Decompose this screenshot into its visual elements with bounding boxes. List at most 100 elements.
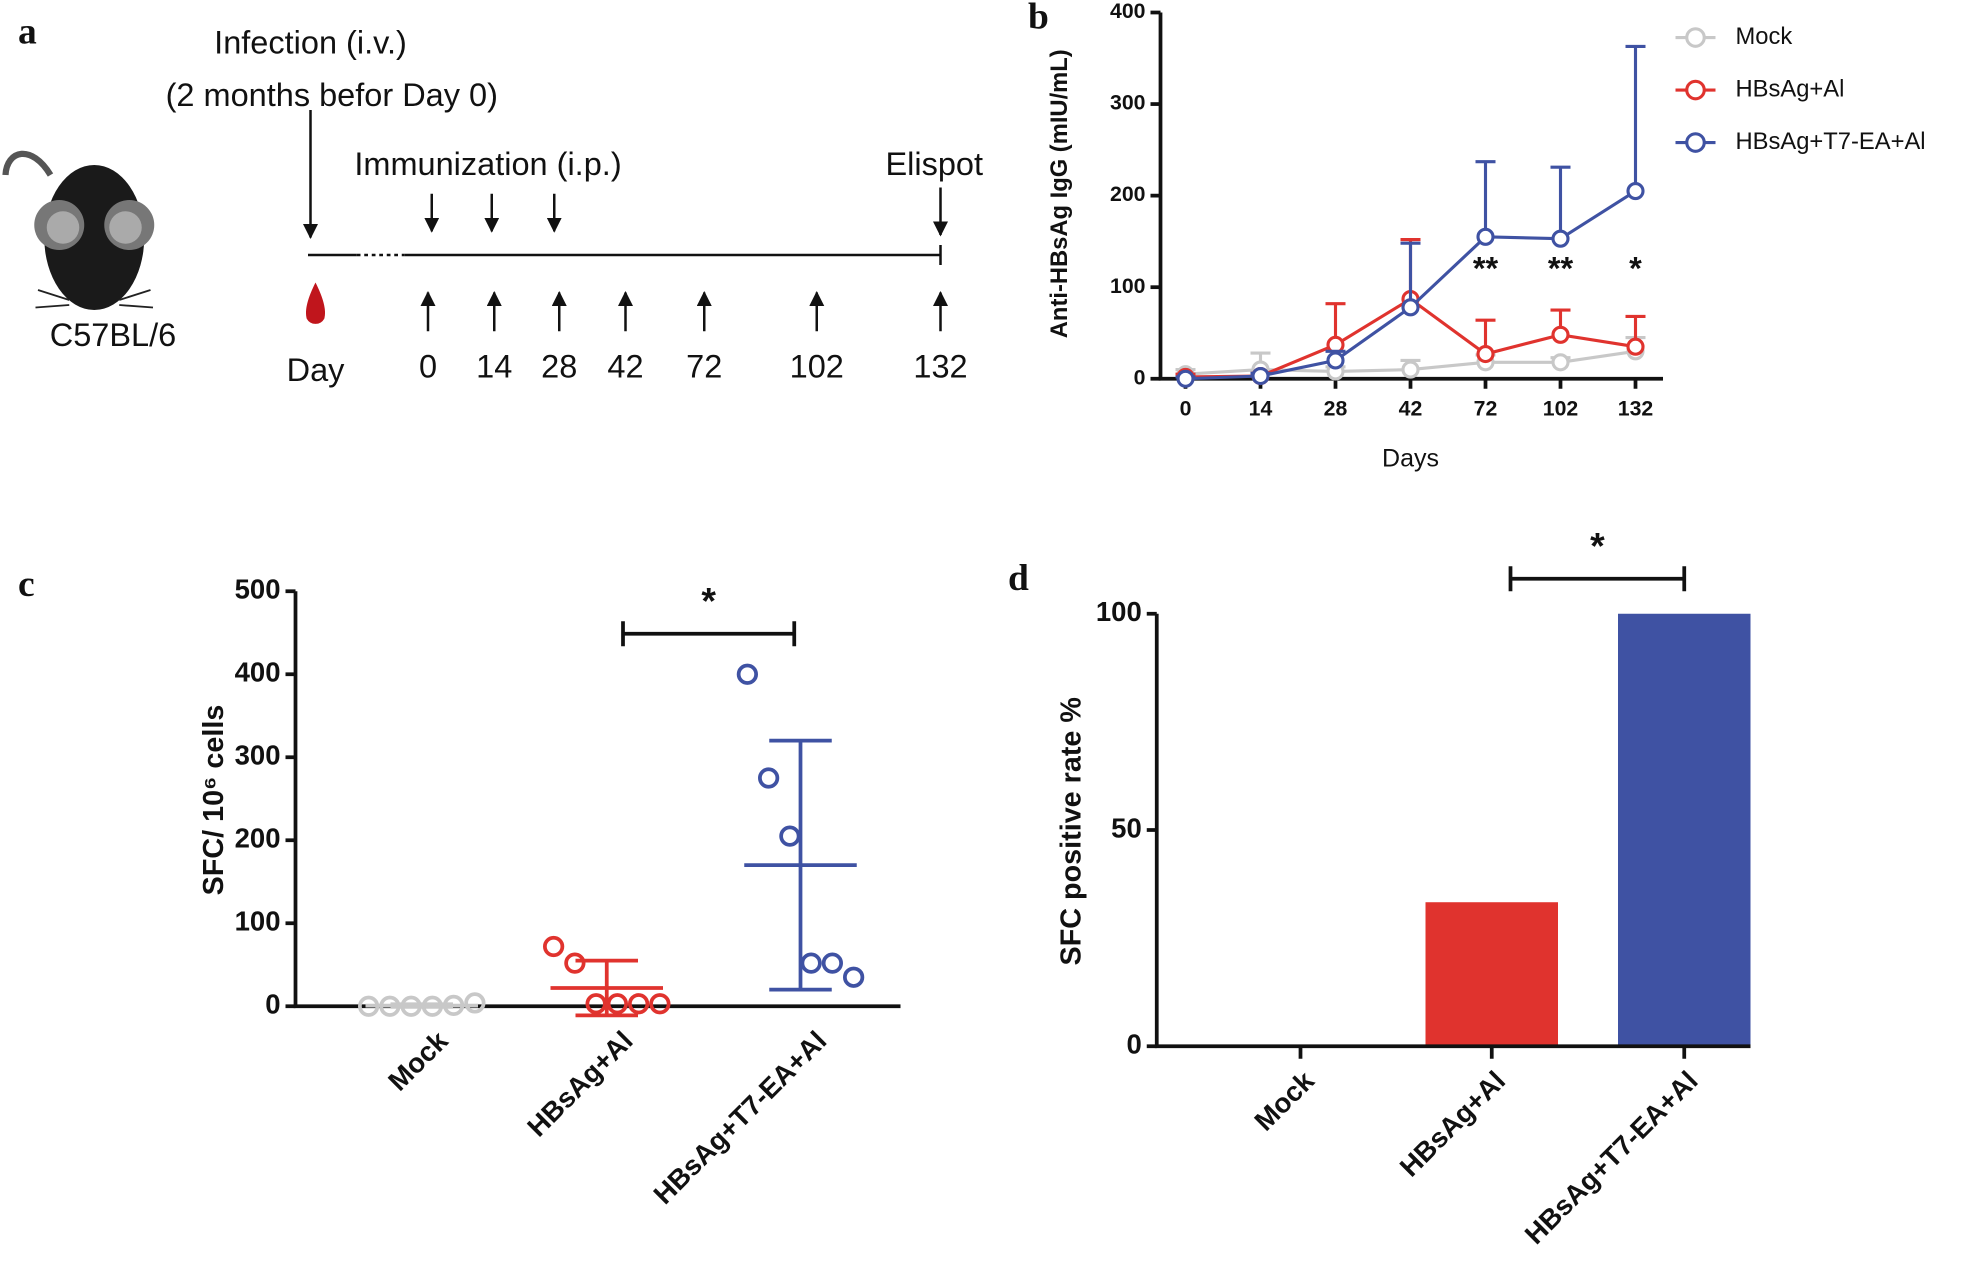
y-tick-label: 200 [235, 823, 281, 854]
data-point [800, 952, 822, 974]
panel-label: d [1008, 558, 1029, 599]
mouse-icon [2, 150, 155, 310]
panel-label: b [1028, 0, 1049, 38]
immunization: Immunization (i.p.) [354, 146, 621, 182]
legend-label: Mock [1736, 23, 1793, 50]
data-point [606, 993, 628, 1015]
x-tick-label: HBsAg+T7-EA+Al [1519, 1065, 1704, 1250]
significance-label: * [701, 580, 716, 622]
x-tick-label: HBsAg+Al [1394, 1065, 1512, 1183]
data-point [821, 952, 843, 974]
data-point [564, 952, 586, 974]
y-tick-label: 300 [235, 740, 281, 771]
data-point [543, 935, 565, 958]
error-bar [1550, 165, 1571, 239]
y-tick-label: 400 [235, 657, 281, 688]
data-point [1401, 298, 1420, 317]
x-tick-label: 132 [1618, 397, 1653, 421]
day-value: 102 [790, 348, 844, 384]
y-tick-label: 50 [1111, 812, 1142, 843]
y-tick-label: 0 [1126, 1029, 1141, 1060]
x-axis-label: Days [1382, 445, 1439, 473]
sd-bar [769, 738, 832, 992]
y-tick-label: 0 [1134, 365, 1146, 389]
day-value: 14 [476, 348, 512, 384]
x-tick-label: 28 [1324, 397, 1348, 421]
y-tick-label: 100 [235, 906, 281, 937]
day-value: 72 [686, 348, 722, 384]
bar [1425, 902, 1558, 1047]
data-point [1626, 181, 1645, 201]
readout: Elispot [885, 146, 983, 182]
significance-label: * [1590, 525, 1605, 567]
infection: Infection (i.v.) [214, 25, 407, 61]
sd-bar [390, 1002, 453, 1009]
annotation: * [1629, 250, 1642, 286]
panel-label: a [18, 12, 37, 53]
timeline [303, 110, 948, 265]
data-point [1176, 369, 1195, 388]
data-point [1626, 337, 1645, 356]
x-tick-label: 0 [1180, 397, 1192, 421]
data-point [1401, 360, 1420, 379]
x-tick-label: 72 [1474, 397, 1498, 421]
legend-marker [1685, 79, 1706, 101]
data-point [649, 993, 671, 1015]
significance-bracket [621, 621, 797, 647]
data-point [628, 993, 650, 1015]
y-tick-label: 100 [1110, 274, 1145, 298]
data-point [843, 966, 865, 988]
y-axis-label: SFC/ 10⁶ cells [198, 705, 230, 896]
bar [1618, 613, 1751, 1047]
significance-bracket [1508, 566, 1687, 592]
legend-marker [1685, 27, 1706, 48]
data-point [1476, 344, 1495, 364]
annotation: ** [1473, 250, 1499, 286]
y-tick-label: 300 [1110, 91, 1145, 115]
day-label: Day [287, 352, 346, 388]
annotation: ** [1548, 250, 1574, 286]
y-tick-label: 400 [1110, 0, 1145, 23]
day-value: 42 [607, 348, 643, 384]
y-tick-label: 200 [1110, 182, 1145, 206]
axes [293, 591, 901, 1009]
data-point [1551, 353, 1570, 372]
x-tick-label: 102 [1543, 397, 1578, 421]
strain: C57BL/6 [50, 317, 176, 353]
legend-label: HBsAg+T7-EA+Al [1736, 128, 1926, 155]
data-point [1551, 229, 1570, 248]
x-tick-label: Mock [1248, 1064, 1320, 1136]
x-tick-label: 42 [1399, 397, 1423, 421]
data-point [1251, 366, 1270, 386]
y-tick-label: 0 [265, 989, 280, 1020]
blood-drop [305, 282, 326, 324]
panel-a: a C57BL/6 Infection (i.v.) (2 months bef… [2, 12, 983, 388]
axes [1158, 12, 1663, 381]
legend-marker [1685, 132, 1706, 153]
x-tick-label: HBsAg+T7-EA+Al [647, 1025, 832, 1210]
x-tick-label: HBsAg+Al [521, 1025, 639, 1143]
y-tick-label: 100 [1096, 596, 1142, 627]
data-point [758, 767, 780, 789]
y-axis-label: SFC positive rate % [1056, 697, 1088, 965]
x-tick-label: 14 [1249, 397, 1273, 421]
error-bar [1400, 241, 1421, 308]
data-point [736, 663, 758, 685]
day-value: 132 [913, 348, 967, 384]
data-point [464, 992, 486, 1014]
panel-label: c [18, 564, 35, 605]
day-value: 0 [419, 348, 437, 384]
error-bar [1625, 44, 1646, 192]
y-tick-label: 500 [235, 574, 281, 605]
legend-label: HBsAg+Al [1736, 75, 1845, 102]
data-point [585, 993, 607, 1015]
day-axis: 0 14 28 42 72 102 132 [419, 291, 968, 384]
infection-note: (2 months befor Day 0) [166, 77, 498, 113]
x-tick-label: Mock [382, 1024, 454, 1096]
data-point [1326, 351, 1345, 370]
data-point [1551, 325, 1570, 344]
day-value: 28 [541, 348, 577, 384]
data-point [1476, 227, 1495, 246]
data-point [779, 825, 801, 847]
